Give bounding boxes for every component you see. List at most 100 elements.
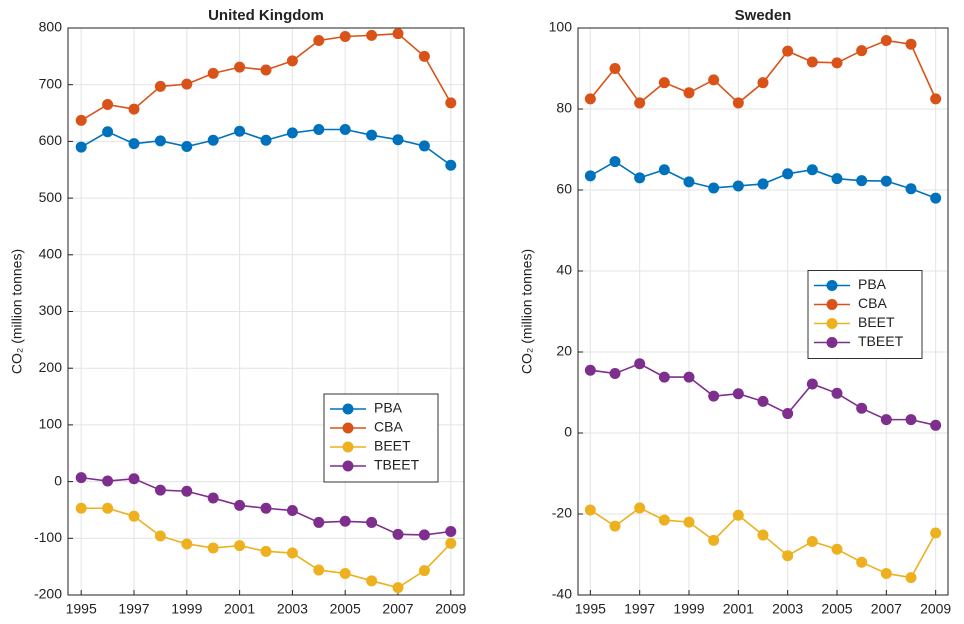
data-point xyxy=(905,183,917,195)
data-point xyxy=(260,502,272,514)
data-point xyxy=(782,550,794,562)
y-axis-label: CO₂ (million tonnes) xyxy=(9,249,25,374)
data-point xyxy=(181,538,193,550)
data-point xyxy=(366,575,378,587)
data-point xyxy=(782,168,794,180)
x-tick-label: 1999 xyxy=(673,601,704,617)
x-tick-label: 1995 xyxy=(575,601,606,617)
data-point xyxy=(102,126,114,138)
data-point xyxy=(609,63,621,74)
data-point xyxy=(260,545,272,557)
x-tick-label: 2003 xyxy=(277,601,308,617)
data-point xyxy=(181,78,193,90)
x-tick-label: 1997 xyxy=(118,601,149,617)
data-point xyxy=(181,141,193,153)
data-point xyxy=(831,173,843,185)
plot-frame xyxy=(67,27,465,596)
legend: PBA CBA BEET TBEET xyxy=(807,270,923,359)
data-point xyxy=(102,475,114,487)
data-point xyxy=(658,77,670,89)
data-point xyxy=(286,505,298,517)
data-point xyxy=(128,473,140,485)
data-point xyxy=(757,529,769,541)
data-point xyxy=(683,176,695,188)
data-point xyxy=(609,520,621,532)
data-point xyxy=(154,80,166,92)
legend-marker xyxy=(342,441,354,453)
legend-marker xyxy=(342,422,354,434)
data-point xyxy=(732,180,744,192)
y-tick-label: 800 xyxy=(39,19,63,35)
data-point xyxy=(782,408,794,420)
data-point xyxy=(154,484,166,496)
x-tick-label: 2009 xyxy=(920,601,951,617)
data-point xyxy=(234,61,246,73)
y-tick-label: -20 xyxy=(552,505,572,521)
data-point xyxy=(584,364,596,376)
data-point xyxy=(732,388,744,400)
data-point xyxy=(128,103,140,115)
x-tick-label: 2003 xyxy=(772,601,803,617)
legend-label: PBA xyxy=(374,400,403,416)
data-point xyxy=(708,182,720,194)
data-point xyxy=(366,29,378,41)
x-tick-label: 2007 xyxy=(382,601,413,617)
data-point xyxy=(831,543,843,555)
data-point xyxy=(339,515,351,527)
y-tick-label: -200 xyxy=(34,586,62,602)
chart-title: Sweden xyxy=(735,7,792,24)
data-point xyxy=(905,38,917,50)
y-tick-label: 400 xyxy=(39,246,63,262)
data-point xyxy=(445,537,457,549)
y-tick-label: 20 xyxy=(556,343,572,359)
data-point xyxy=(313,564,325,576)
data-point xyxy=(234,125,246,137)
data-point xyxy=(339,123,351,135)
data-point xyxy=(584,93,596,105)
data-point xyxy=(102,99,114,111)
x-tick-label: 2005 xyxy=(330,601,361,617)
y-tick-label: 0 xyxy=(564,424,572,440)
data-point xyxy=(634,97,646,109)
data-point xyxy=(445,159,457,171)
data-point xyxy=(207,542,219,554)
data-point xyxy=(782,45,794,57)
data-point xyxy=(445,525,457,537)
data-point xyxy=(658,164,670,176)
data-point xyxy=(930,419,942,431)
data-point xyxy=(708,390,720,402)
data-point xyxy=(609,367,621,379)
data-point xyxy=(930,192,942,204)
legend-marker xyxy=(826,280,838,291)
data-point xyxy=(584,170,596,182)
x-tick-label: 2001 xyxy=(224,601,255,617)
data-point xyxy=(584,504,596,516)
data-point xyxy=(634,358,646,370)
y-tick-label: 0 xyxy=(54,472,62,488)
legend-label: CBA xyxy=(374,419,403,435)
data-point xyxy=(708,74,720,86)
data-point xyxy=(313,516,325,528)
data-point xyxy=(392,582,404,594)
data-point xyxy=(234,540,246,552)
data-point xyxy=(392,528,404,540)
y-tick-label: 100 xyxy=(549,19,573,35)
legend-marker xyxy=(342,403,354,415)
data-point xyxy=(234,499,246,511)
data-point xyxy=(445,97,457,109)
x-tick-label: 1999 xyxy=(171,601,202,617)
plot-frame xyxy=(577,27,949,596)
data-point xyxy=(880,414,892,426)
y-tick-label: 200 xyxy=(39,359,63,375)
data-point xyxy=(366,516,378,528)
data-point xyxy=(658,514,670,526)
data-point xyxy=(339,567,351,579)
data-point xyxy=(609,156,621,168)
data-point xyxy=(930,93,942,105)
y-tick-label: 300 xyxy=(39,302,63,318)
legend-label: CBA xyxy=(858,295,887,311)
chart-title: United Kingdom xyxy=(208,7,324,24)
data-point xyxy=(732,509,744,521)
data-point xyxy=(905,572,917,584)
